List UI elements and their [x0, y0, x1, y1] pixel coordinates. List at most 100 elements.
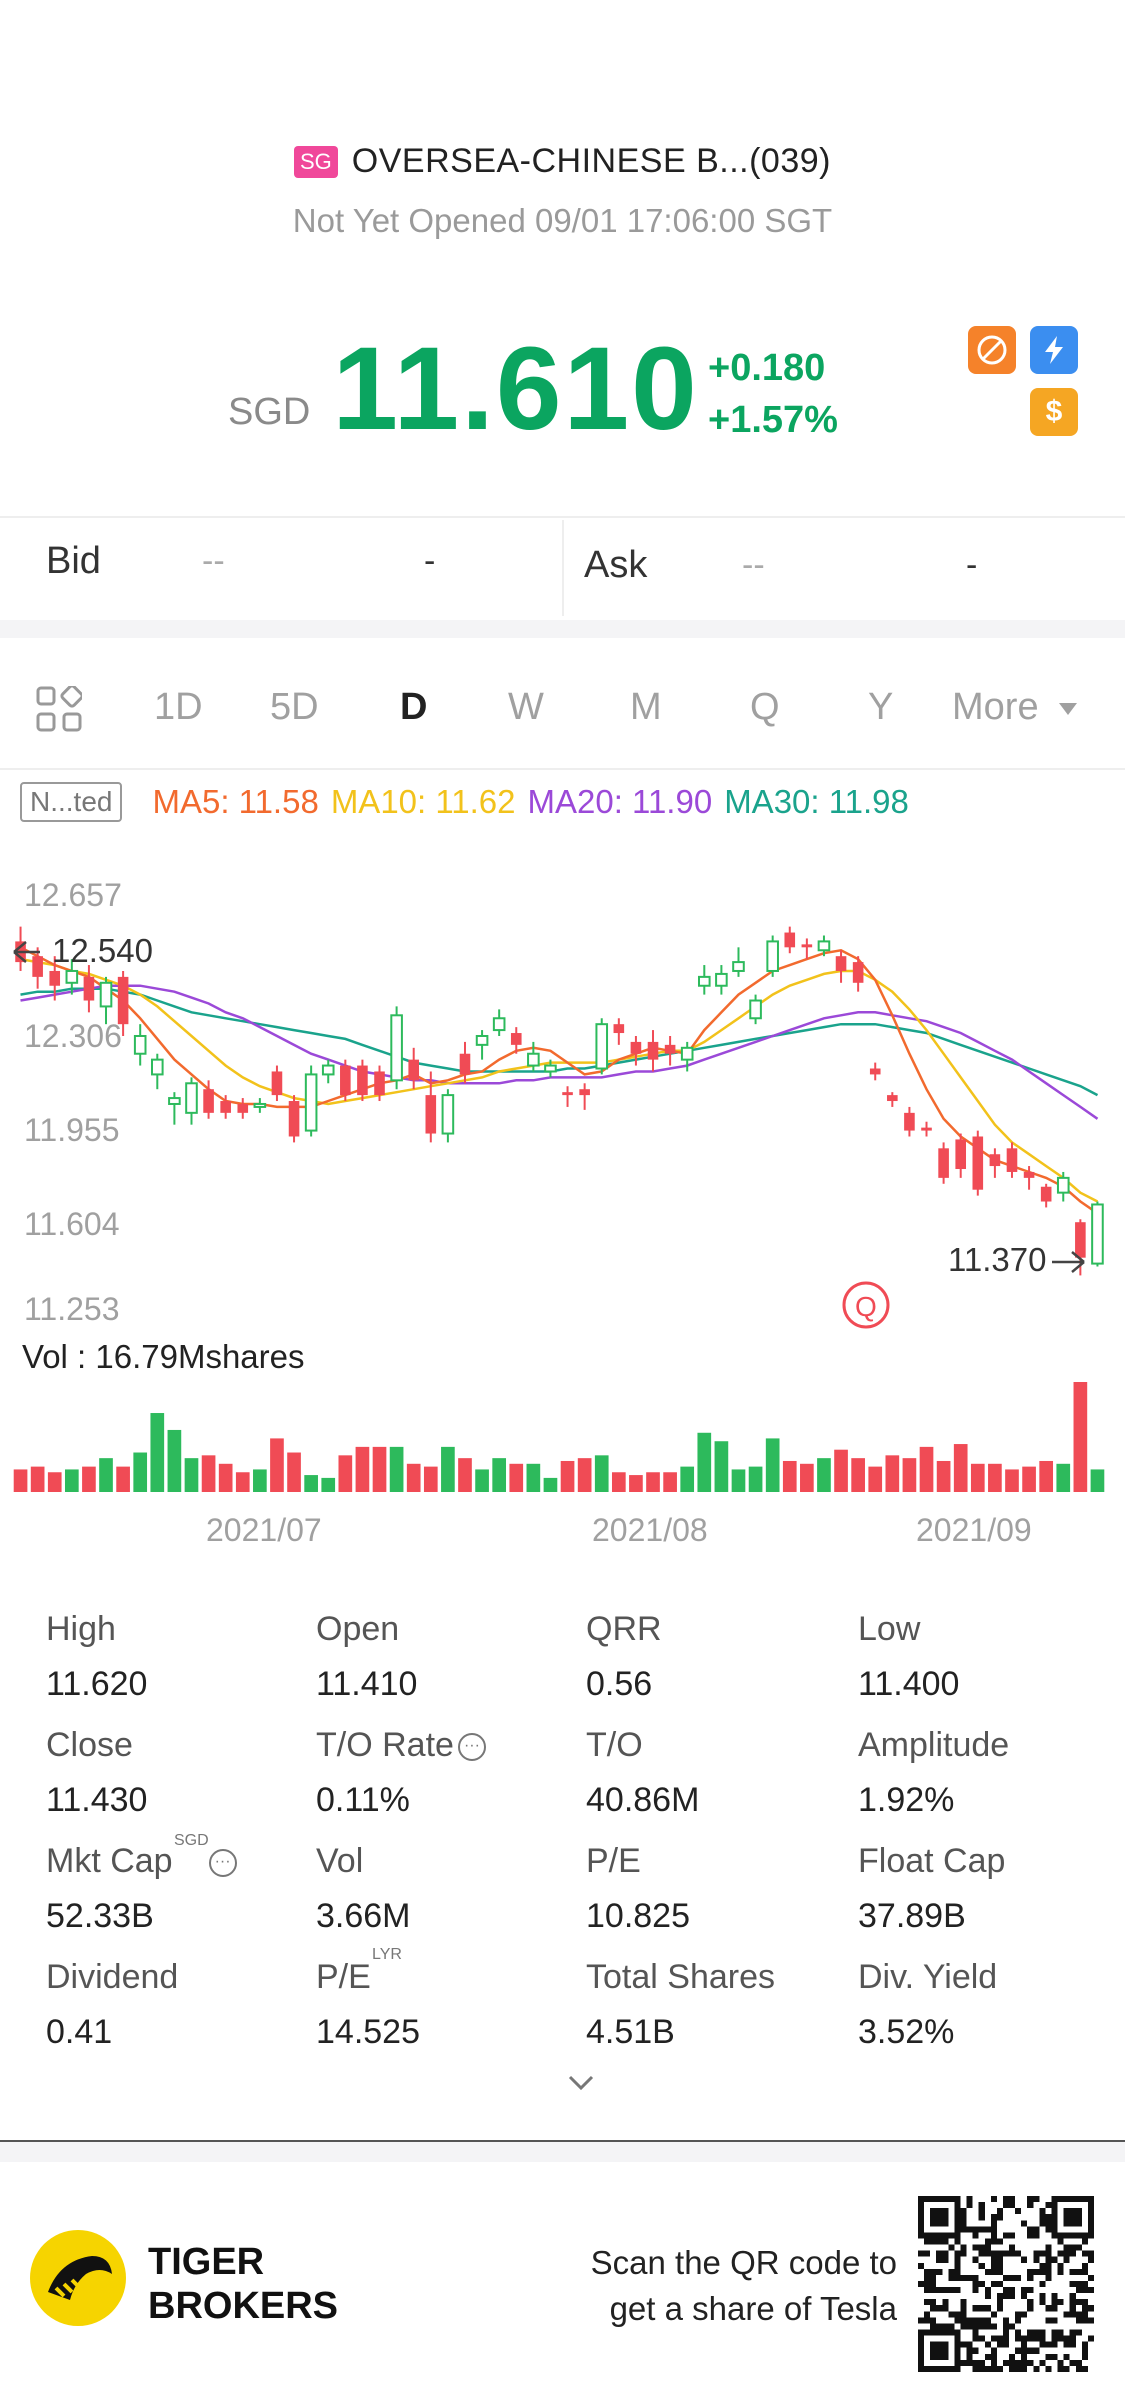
candle-body — [630, 1041, 642, 1054]
ma5-line — [19, 946, 1099, 1215]
volume-bar — [321, 1477, 336, 1492]
candle — [425, 1071, 437, 1143]
candle-body — [766, 940, 779, 972]
tab-q[interactable]: Q — [750, 686, 780, 728]
stock-title[interactable]: OVERSEA-CHINESE B...(039) — [351, 142, 831, 180]
candle-body — [955, 1139, 967, 1170]
promo-line-2: get a share of Tesla — [609, 2290, 897, 2327]
volume-bar — [99, 1458, 113, 1492]
stat-float-cap: Float Cap 37.89B — [858, 1842, 1006, 1935]
currency-label: SGD — [228, 391, 311, 433]
candle — [220, 1095, 231, 1119]
stock-title-row: SG OVERSEA-CHINESE B...(039) — [0, 142, 1125, 181]
candle — [185, 1077, 198, 1125]
section-gap — [0, 620, 1125, 638]
brand-line-1: TIGER — [148, 2241, 265, 2283]
candle — [595, 1018, 609, 1075]
candle-body — [150, 1058, 164, 1076]
candle — [562, 1086, 573, 1107]
ma30-line — [20, 987, 1099, 1097]
stat-pe: P/E 10.825 — [586, 1842, 690, 1935]
candle-body — [99, 981, 113, 1008]
more-info-icon[interactable]: ··· — [208, 1849, 237, 1878]
more-info-icon[interactable]: ··· — [457, 1733, 486, 1762]
volume-bar — [594, 1455, 609, 1492]
stat-amplitude: Amplitude 1.92% — [858, 1726, 1010, 1819]
exchange-badge: SG — [294, 145, 338, 178]
volume-bar — [338, 1455, 353, 1492]
lyr-superscript: LYR — [372, 1946, 402, 1963]
candle — [664, 1035, 676, 1066]
candle-body — [83, 976, 95, 1001]
qr-code[interactable] — [918, 2196, 1094, 2372]
candle — [630, 1035, 642, 1066]
tab-1d[interactable]: 1D — [154, 686, 203, 728]
arrow-right-icon — [1052, 1251, 1085, 1273]
candle — [835, 950, 847, 983]
stat-pe-lyr: P/E 14.525 — [316, 1958, 420, 2051]
volume-bar — [389, 1446, 404, 1492]
candle-body — [475, 1034, 489, 1046]
brand-name: TIGER BROKERS — [148, 2240, 338, 2328]
candle-body — [32, 956, 43, 977]
tab-d[interactable]: D — [400, 686, 428, 728]
candle — [203, 1080, 214, 1119]
volume-bar — [441, 1446, 455, 1492]
candle-body — [441, 1094, 455, 1135]
candle — [65, 959, 79, 995]
change-percent: +1.57% — [708, 399, 838, 441]
candle-body — [133, 1034, 147, 1055]
y-tick-label: 11.955 — [24, 1112, 120, 1148]
svg-text:Q: Q — [855, 1291, 877, 1322]
candle-body — [887, 1095, 898, 1102]
candle-body — [271, 1071, 283, 1096]
volume-bar — [1039, 1460, 1054, 1492]
volume-bar — [423, 1466, 438, 1492]
x-tick-label: 2021/09 — [916, 1512, 1032, 1548]
volume-bar — [629, 1475, 643, 1492]
candle-body — [185, 1082, 198, 1114]
adjust-toggle[interactable]: N...ted — [20, 782, 123, 822]
expand-chevron-icon[interactable] — [566, 2068, 596, 2098]
volume-bar — [64, 1469, 79, 1492]
tab-more[interactable]: More — [952, 686, 1079, 729]
volume-bar — [577, 1458, 592, 1492]
candle-body — [203, 1089, 214, 1113]
stat-low: Low 11.400 — [858, 1610, 960, 1703]
candlestick-chart[interactable]: 12.657 12.306 11.955 11.604 11.253 12.54… — [0, 860, 1125, 1560]
flash-icon[interactable] — [1030, 326, 1078, 374]
y-tick-label: 11.604 — [24, 1206, 120, 1242]
volume-bar — [253, 1469, 267, 1492]
candle — [852, 956, 864, 992]
high-value: 12.540 — [52, 932, 153, 969]
tab-w[interactable]: W — [508, 686, 544, 728]
tab-m[interactable]: M — [630, 686, 662, 728]
quarter-report-icon[interactable]: Q — [842, 1281, 890, 1329]
volume-bar — [492, 1458, 507, 1492]
more-label: More — [952, 686, 1039, 728]
volume-bar — [543, 1477, 558, 1492]
candle — [441, 1089, 455, 1143]
volume-bar — [167, 1429, 182, 1492]
stat-mkt-cap: Mkt Cap ··· 52.33B — [46, 1842, 237, 1936]
x-tick-label: 2021/08 — [592, 1512, 708, 1548]
candle — [972, 1130, 984, 1196]
market-status: Not Yet Opened 09/01 17:06:00 SGT — [292, 202, 833, 239]
candle — [715, 965, 728, 995]
candle — [271, 1065, 283, 1102]
no-shorting-icon[interactable] — [968, 326, 1016, 374]
candle — [938, 1142, 949, 1184]
layout-grid-icon[interactable] — [36, 686, 82, 732]
candle — [1006, 1142, 1018, 1178]
dollar-icon[interactable]: $ — [1030, 388, 1078, 436]
candle-body — [65, 969, 79, 984]
volume-bar — [82, 1466, 96, 1492]
tab-5d[interactable]: 5D — [270, 686, 319, 728]
volume-bar — [458, 1458, 472, 1492]
candle — [357, 1059, 368, 1102]
candle-body — [237, 1103, 249, 1113]
volume-bar — [817, 1458, 831, 1492]
volume-bar — [47, 1472, 62, 1492]
candle — [921, 1121, 932, 1137]
tab-y[interactable]: Y — [868, 686, 894, 728]
